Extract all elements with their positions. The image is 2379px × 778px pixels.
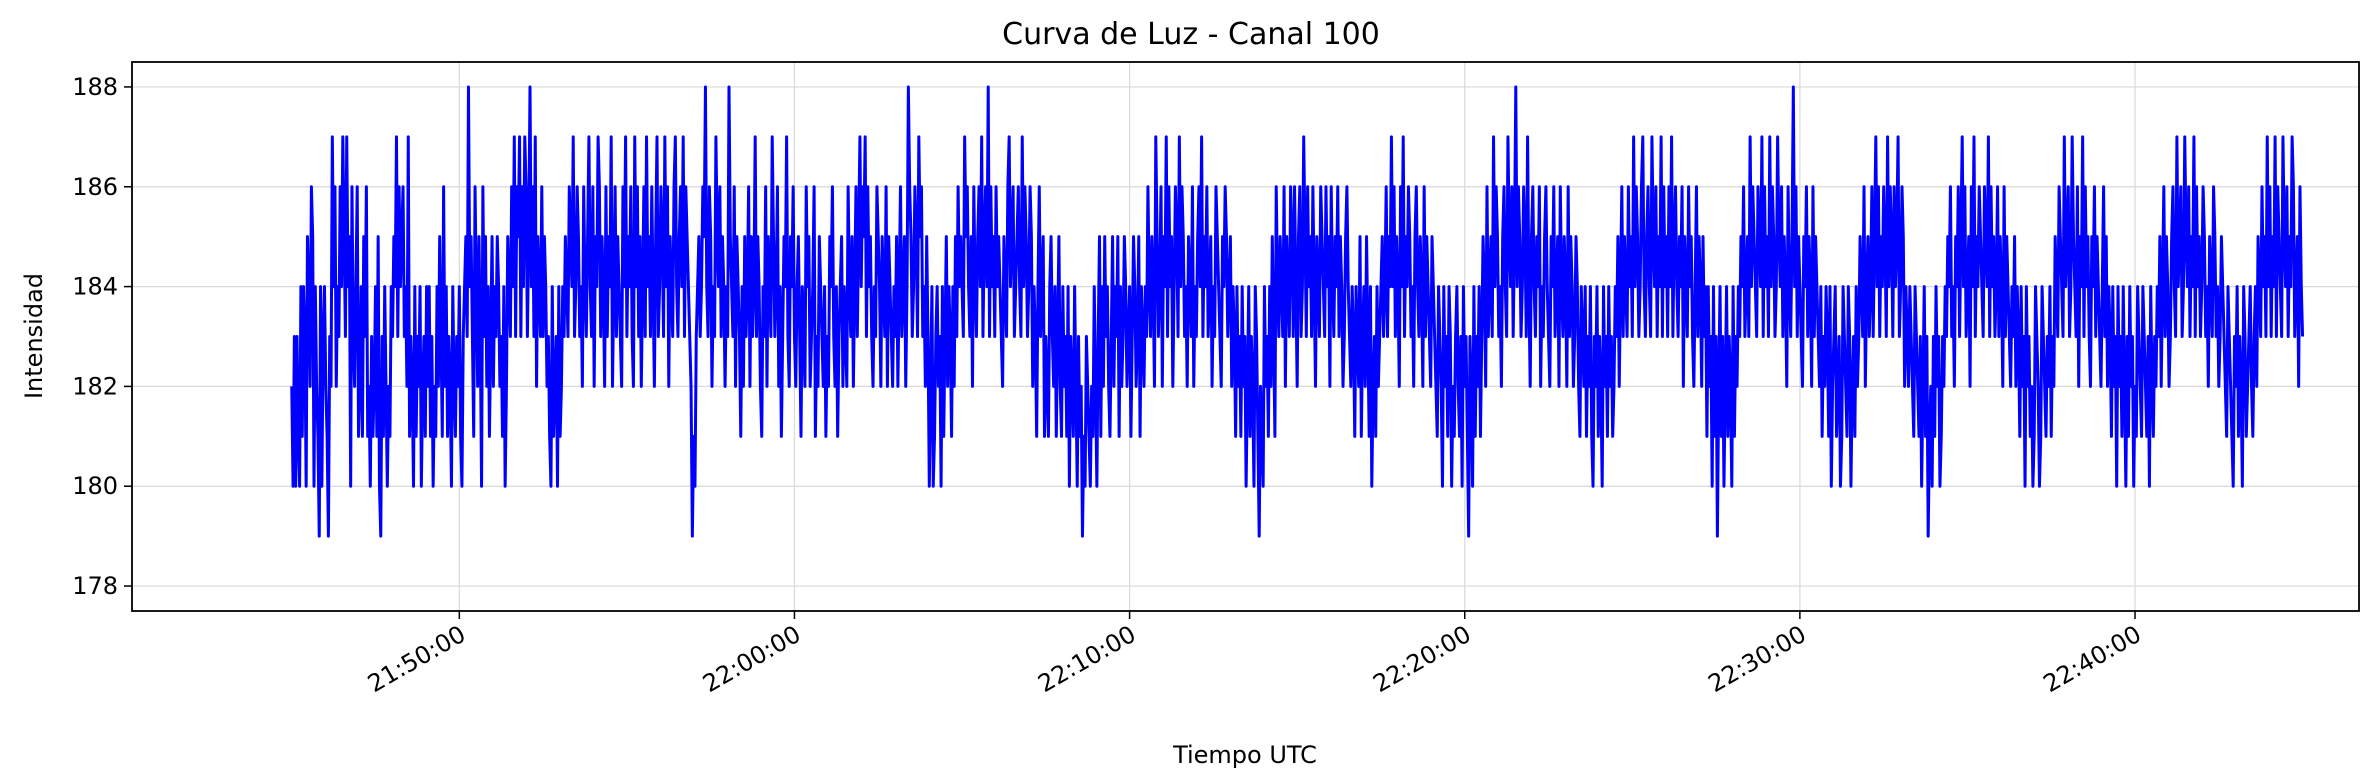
y-tick-label: 180 xyxy=(72,472,118,500)
series-layer xyxy=(290,85,2305,538)
y-axis: 178 180 182 184 186 188 xyxy=(72,73,132,600)
y-axis-label: Intensidad xyxy=(20,273,48,399)
y-tick-label: 188 xyxy=(72,73,118,101)
series-line xyxy=(290,85,2305,538)
y-tick-label: 182 xyxy=(72,372,118,400)
chart-title: Curva de Luz - Canal 100 xyxy=(1002,17,1380,52)
y-tick-label: 178 xyxy=(72,572,118,600)
y-tick-label: 184 xyxy=(72,273,118,301)
y-tick-label: 186 xyxy=(72,173,118,201)
x-axis-label: Tiempo UTC xyxy=(1172,741,1317,769)
plot-frame xyxy=(131,61,2360,612)
